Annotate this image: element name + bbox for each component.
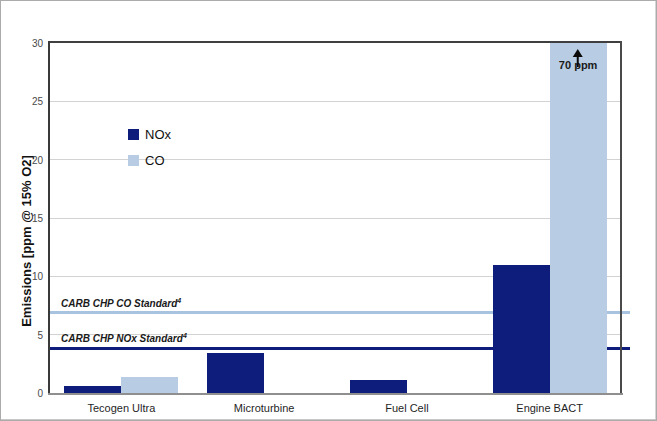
legend: NOx CO: [128, 127, 171, 179]
plot-border-top: [50, 41, 621, 43]
nox-swatch-icon: [128, 129, 139, 140]
plot-area: NOx CO CARB CHP CO Standard4 CARB CHP NO…: [50, 43, 621, 393]
x-tick-label-tecogen-ultra: Tecogen Ultra: [87, 402, 155, 414]
y-tick-label-0: 0: [37, 388, 43, 399]
clipped-bar-annotation: 70 ppm: [559, 49, 598, 71]
x-tick-label-fuel-cell: Fuel Cell: [385, 402, 428, 414]
bar-nox-fuel-cell: [350, 380, 407, 393]
up-arrow-icon: [573, 49, 583, 57]
bar-co-engine-bact: [550, 43, 607, 393]
legend-item-nox: NOx: [128, 127, 171, 142]
legend-label-nox: NOx: [145, 127, 171, 142]
bar-nox-tecogen-ultra: [64, 386, 121, 393]
bar-nox-engine-bact: [493, 265, 550, 393]
gridline-25: [50, 101, 621, 102]
y-tick-label-20: 20: [32, 154, 43, 165]
gridline-15: [50, 218, 621, 219]
x-tick-label-microturbine: Microturbine: [234, 402, 295, 414]
x-axis-line: [48, 393, 623, 395]
bar-nox-microturbine: [207, 353, 264, 393]
bar-co-tecogen-ultra: [121, 377, 178, 393]
co-swatch-icon: [128, 155, 139, 166]
x-tick-label-engine-bact: Engine BACT: [516, 402, 583, 414]
y-axis-title: Emissions [ppm @ 15% O2]: [19, 155, 34, 327]
legend-item-co: CO: [128, 153, 171, 168]
ref-line-label-nox-standard: CARB CHP NOx Standard4: [61, 332, 187, 344]
y-tick-label-30: 30: [32, 38, 43, 49]
y-tick-label-10: 10: [32, 271, 43, 282]
plot-border-right: [620, 41, 622, 393]
chart-figure: Emissions [ppm @ 15% O2] NOx CO CARB CHP…: [0, 0, 657, 421]
y-tick-label-5: 5: [37, 329, 43, 340]
legend-label-co: CO: [145, 153, 165, 168]
y-tick-label-25: 25: [32, 96, 43, 107]
ref-line-label-co-standard: CARB CHP CO Standard4: [61, 297, 181, 309]
y-tick-label-15: 15: [32, 213, 43, 224]
y-axis-line: [48, 41, 50, 395]
